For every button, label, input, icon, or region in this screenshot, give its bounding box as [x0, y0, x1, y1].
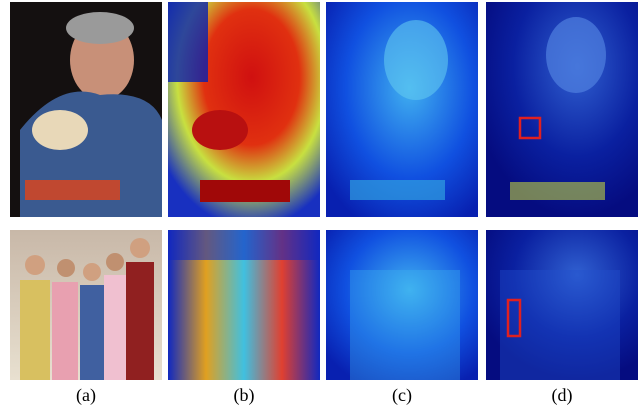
panel-b-bottom — [168, 230, 320, 380]
caption: (a) — [76, 385, 96, 406]
panel-d-bottom — [486, 230, 638, 380]
panel-c-bottom — [326, 230, 478, 380]
panel-d-top — [486, 2, 638, 217]
figure: (a) (b) (c) (d) — [0, 0, 643, 414]
caption: (d) — [552, 385, 573, 406]
panel-b-top — [168, 2, 320, 217]
panel-a-bottom — [10, 230, 162, 380]
panel-c-top — [326, 2, 478, 217]
panel-a-top — [10, 2, 162, 217]
caption: (c) — [392, 385, 412, 406]
caption: (b) — [234, 385, 255, 406]
